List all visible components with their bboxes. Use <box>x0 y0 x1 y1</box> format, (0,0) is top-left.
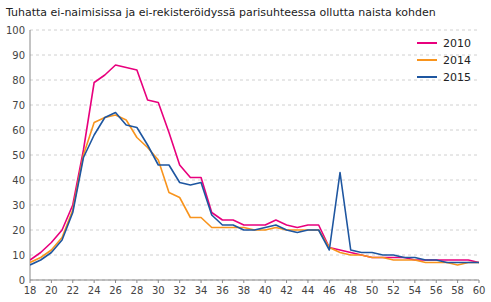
x-tick-label: 54 <box>408 285 421 296</box>
x-tick-label: 44 <box>302 285 315 296</box>
x-tick-label: 40 <box>259 285 272 296</box>
grid-line <box>30 180 479 181</box>
grid <box>30 30 479 280</box>
y-tick-label: 0 <box>19 275 25 286</box>
y-tick-label: 30 <box>12 200 25 211</box>
y-tick-label: 100 <box>6 25 25 36</box>
grid-line <box>30 255 479 256</box>
y-tick-label: 80 <box>12 75 25 86</box>
x-tick-label: 52 <box>387 285 400 296</box>
grid-line <box>30 30 479 31</box>
series-line <box>30 65 479 263</box>
x-tick-label: 30 <box>152 285 165 296</box>
legend-label: 2015 <box>443 71 471 84</box>
x-tick-label: 24 <box>88 285 101 296</box>
x-tick-label: 60 <box>473 285 486 296</box>
x-tick-label: 58 <box>451 285 464 296</box>
legend-swatch <box>417 76 437 78</box>
legend: 2010 2014 2015 <box>417 37 471 84</box>
grid-line <box>30 105 479 106</box>
series-line <box>30 115 479 265</box>
legend-label: 2014 <box>443 54 471 67</box>
x-tick-label: 32 <box>173 285 186 296</box>
x-tick-label: 36 <box>216 285 229 296</box>
y-tick-label: 90 <box>12 50 25 61</box>
x-axis <box>30 280 479 281</box>
x-tick-label: 50 <box>366 285 379 296</box>
y-tick-label: 50 <box>12 150 25 161</box>
legend-swatch <box>417 42 437 44</box>
y-tick-label: 10 <box>12 250 25 261</box>
y-axis <box>30 30 31 280</box>
grid-line <box>30 205 479 206</box>
legend-label: 2010 <box>443 37 471 50</box>
y-tick-label: 60 <box>12 125 25 136</box>
y-tick-label: 40 <box>12 175 25 186</box>
grid-line <box>30 55 479 56</box>
x-tick-label: 48 <box>344 285 357 296</box>
x-tick-label: 56 <box>430 285 443 296</box>
y-tick-label: 20 <box>12 225 25 236</box>
x-tick-label: 46 <box>323 285 336 296</box>
x-tick-label: 28 <box>131 285 144 296</box>
x-tick-label: 38 <box>237 285 250 296</box>
x-tick-label: 34 <box>195 285 208 296</box>
legend-swatch <box>417 59 437 61</box>
chart: Tuhatta ei-naimisissa ja ei-rekisteröidy… <box>0 0 491 302</box>
y-tick-label: 70 <box>12 100 25 111</box>
x-tick-label: 22 <box>66 285 79 296</box>
title: Tuhatta ei-naimisissa ja ei-rekisteröidy… <box>5 6 436 19</box>
x-tick-label: 26 <box>109 285 122 296</box>
series-line <box>30 113 479 266</box>
grid-line <box>30 155 479 156</box>
grid-line <box>30 280 479 281</box>
lines <box>30 65 479 265</box>
x-tick-label: 20 <box>45 285 58 296</box>
x-tick-label: 42 <box>280 285 293 296</box>
x-tick-label: 18 <box>24 285 37 296</box>
